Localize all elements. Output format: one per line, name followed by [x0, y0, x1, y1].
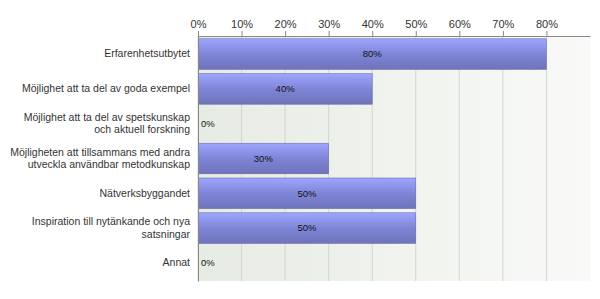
tick: Möjlighet att ta del av spetskunskapoch …: [24, 111, 198, 135]
grid-line: [459, 36, 460, 281]
category-label: Annat: [163, 256, 191, 268]
category-label: Möjlighet att ta del av spetskunskapoch …: [24, 111, 191, 135]
grid-line: [372, 36, 373, 281]
tick: Möjligheten att tillsammans med andrautv…: [10, 146, 198, 170]
tick-label: 10%: [231, 18, 253, 30]
category-label-line: Nätverksbyggandet: [100, 187, 191, 199]
category-label-line: Möjlighet att ta del av goda exempel: [22, 82, 190, 94]
data-label: 40%: [276, 83, 296, 94]
tick-mark: [329, 31, 330, 36]
tick-mark: [503, 31, 504, 36]
tick-mark: [459, 31, 460, 36]
category-label: Möjligheten att tillsammans med andrautv…: [10, 146, 190, 170]
tick-label: 50%: [405, 18, 427, 30]
category-label: Möjlighet att ta del av goda exempel: [22, 82, 190, 94]
data-label: 50%: [297, 222, 317, 233]
category-label: Nätverksbyggandet: [100, 187, 191, 199]
tick: 40%: [362, 18, 384, 36]
tick-mark: [546, 31, 547, 36]
tick: Möjlighet att ta del av goda exempel: [22, 82, 198, 94]
tick-label: 80%: [536, 18, 558, 30]
tick-label: 60%: [449, 18, 471, 30]
tick: 0%: [191, 18, 207, 36]
tick-label: 30%: [318, 18, 340, 30]
grid: [198, 36, 546, 281]
tick-mark: [372, 31, 373, 36]
tick-label: 40%: [362, 18, 384, 30]
chart: 0% 10% 20% 30% 40% 50% 60% 70% 80% Erfarenhetsutb…: [0, 0, 600, 299]
category-label-line: Möjligheten att tillsammans med andra: [10, 146, 190, 158]
bars: [198, 39, 546, 244]
category-label-line: Möjlighet att ta del av spetskunskap: [24, 111, 191, 123]
category-label-line: Erfarenhetsutbytet: [104, 47, 190, 59]
grid-line: [546, 36, 547, 281]
axis-line: [198, 37, 199, 282]
plot-background: [198, 36, 590, 281]
grid-line: [415, 36, 416, 281]
tick-label: 70%: [492, 18, 514, 30]
tick: 50%: [405, 18, 427, 36]
category-label-line: Annat: [163, 256, 191, 268]
bar: [198, 178, 416, 209]
category-label-line: satsningar: [142, 227, 191, 239]
tick-mark: [416, 31, 417, 36]
x-axis: 0% 10% 20% 30% 40% 50% 60% 70% 80%: [191, 18, 591, 37]
bar: [198, 39, 546, 70]
tick-label: 0%: [191, 18, 207, 30]
tick-mark: [242, 31, 243, 36]
data-label: 30%: [254, 153, 274, 164]
tick: 20%: [275, 18, 297, 36]
data-label: 50%: [297, 188, 317, 199]
category-label-line: utveckla användbar metodkunskap: [28, 158, 190, 170]
bar: [198, 213, 416, 244]
bar: [198, 143, 329, 174]
data-labels: 80% 40% 0% 30% 50% 50% 0%: [201, 48, 382, 268]
category-label: Erfarenhetsutbytet: [104, 47, 190, 59]
tick-mark: [285, 31, 286, 36]
bar: [198, 74, 372, 105]
data-label: 0%: [201, 118, 215, 129]
tick: Nätverksbyggandet: [100, 187, 198, 199]
tick: 70%: [492, 18, 514, 36]
tick: Erfarenhetsutbytet: [104, 47, 198, 59]
axis-line: [199, 36, 591, 37]
tick-mark: [198, 31, 199, 36]
grid-line: [502, 36, 503, 281]
tick-label: 20%: [275, 18, 297, 30]
category-label-line: och aktuell forskning: [94, 123, 190, 135]
data-label: 0%: [201, 257, 215, 268]
data-label: 80%: [363, 48, 383, 59]
category-label: Inspiration till nytänkande och nyasatsn…: [32, 215, 191, 239]
tick: 60%: [449, 18, 471, 36]
tick: Inspiration till nytänkande och nyasatsn…: [32, 215, 198, 239]
tick: Annat: [163, 256, 198, 268]
tick: 30%: [318, 18, 340, 36]
category-label-line: Inspiration till nytänkande och nya: [32, 215, 190, 227]
grid-line: [198, 36, 199, 281]
tick: 80%: [536, 18, 558, 36]
tick: 10%: [231, 18, 253, 36]
y-axis: Erfarenhetsutbytet Möjlighet att ta del a…: [10, 37, 198, 282]
